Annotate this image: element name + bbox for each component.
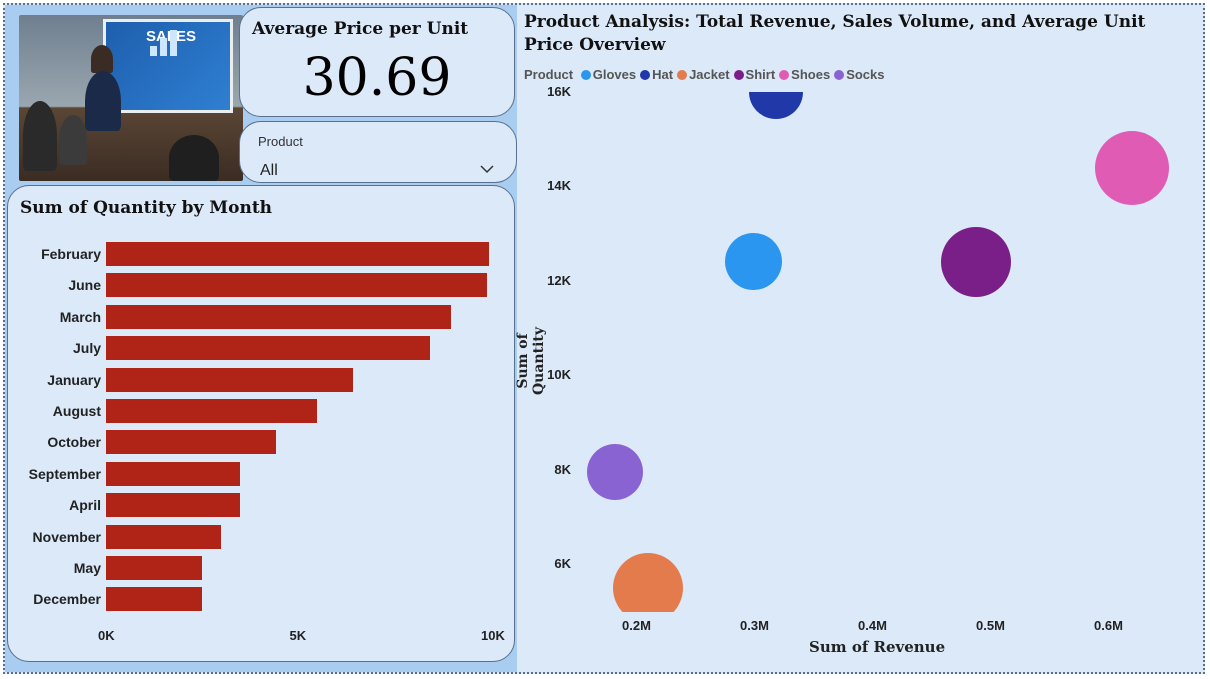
bar-label-april: April [69, 497, 101, 514]
legend-dot [779, 70, 790, 80]
scatter-y-tick: 14K [547, 178, 571, 194]
scatter-x-tick: 0.2M [622, 618, 651, 633]
scatter-x-tick: 0.6M [1094, 618, 1123, 633]
legend-item-gloves[interactable]: Gloves [580, 67, 637, 82]
bar-label-march: March [59, 308, 101, 325]
bubble-jacket[interactable] [613, 552, 684, 612]
legend-dot [640, 70, 651, 80]
dashboard-canvas: SALES Average Price per Unit 30.69 Produ… [3, 3, 1205, 674]
bar-label-october: October [47, 434, 101, 451]
slicer-selected-value[interactable]: All [260, 162, 278, 179]
slicer-label: Product [258, 134, 303, 149]
attendee [59, 115, 87, 165]
chevron-down-icon[interactable] [480, 162, 494, 176]
bar-april[interactable] [106, 493, 241, 518]
scatter-chart-title: Product Analysis: Total Revenue, Sales V… [524, 12, 1146, 55]
sales-meeting-photo: SALES [19, 15, 243, 181]
bubble-shirt[interactable] [941, 226, 1012, 297]
bar-may[interactable] [106, 556, 202, 580]
legend-label: Shirt [745, 67, 776, 82]
bar-october[interactable] [106, 430, 277, 455]
legend-title: Product [524, 67, 574, 82]
bar-x-tick: 10K [481, 628, 505, 643]
bar-june[interactable] [106, 273, 488, 298]
bar-march[interactable] [106, 304, 451, 329]
legend-dot [580, 70, 591, 80]
scatter-y-tick: 8K [554, 461, 571, 477]
bar-label-november: November [32, 528, 101, 545]
presenter-head [91, 45, 113, 73]
bar-label-september: September [28, 465, 101, 482]
attendee [23, 101, 57, 171]
legend-item-socks[interactable]: Socks [834, 67, 885, 82]
kpi-title: Average Price per Unit [252, 19, 469, 39]
kpi-card: Average Price per Unit 30.69 [239, 7, 515, 117]
legend-label: Socks [846, 67, 885, 82]
scatter-x-tick: 0.3M [740, 618, 769, 633]
scatter-y-tick: 10K [547, 367, 571, 383]
legend-label: Shoes [791, 67, 831, 82]
presenter-body [85, 71, 121, 131]
legend-dot [733, 70, 744, 80]
legend-dot [677, 70, 688, 80]
bar-november[interactable] [106, 524, 221, 549]
legend-label: Jacket [689, 67, 730, 82]
legend-item-hat[interactable]: Hat [640, 67, 673, 82]
scatter-y-tick: 6K [554, 556, 571, 571]
bubble-socks[interactable] [587, 443, 644, 500]
bar-chart-card: Sum of Quantity by Month February June Mar… [7, 185, 515, 662]
scatter-x-tick: 0.4M [858, 618, 887, 633]
bar-july[interactable] [106, 336, 430, 361]
legend-label: Gloves [592, 67, 637, 82]
legend-item-jacket[interactable]: Jacket [677, 67, 730, 82]
bar-label-august: August [52, 403, 101, 419]
bubble-gloves[interactable] [724, 233, 782, 291]
x-axis-title: Sum of Revenue [809, 638, 946, 656]
bar-x-tick: 5K [289, 628, 307, 643]
legend-dot [834, 70, 845, 80]
bar-label-january: January [47, 371, 101, 388]
product-slicer[interactable]: Product All [239, 121, 517, 183]
bar-label-july: July [72, 340, 101, 357]
bar-august[interactable] [106, 399, 317, 423]
legend-item-shirt[interactable]: Shirt [733, 67, 776, 82]
scatter-bubble-layer [580, 92, 1192, 612]
bar-label-december: December [33, 591, 101, 608]
presentation-screen: SALES [103, 19, 233, 113]
attendee [169, 135, 219, 181]
bar-label-february: February [41, 246, 101, 262]
bar-label-may: May [73, 560, 101, 576]
scatter-y-tick: 12K [547, 272, 571, 288]
bar-september[interactable] [106, 461, 241, 486]
bubble-hat[interactable] [748, 92, 803, 119]
scatter-y-tick: 16K [547, 84, 571, 99]
legend-item-shoes[interactable]: Shoes [779, 67, 830, 82]
bar-december[interactable] [106, 587, 202, 612]
bar-x-tick: 0K [98, 628, 115, 643]
bar-label-june: June [68, 277, 101, 294]
bar-january[interactable] [106, 367, 354, 392]
bar-chart-title: Sum of Quantity by Month [20, 198, 273, 218]
y-axis-title: Sum of Quantity [515, 327, 547, 396]
scatter-x-tick: 0.5M [976, 618, 1005, 633]
bubble-shoes[interactable] [1095, 130, 1170, 205]
kpi-value: 30.69 [302, 48, 452, 108]
bar-february[interactable] [106, 242, 489, 266]
scatter-legend: Product Gloves Hat Jacket Shirt Shoes Socks [524, 67, 889, 82]
legend-label: Hat [652, 67, 674, 82]
